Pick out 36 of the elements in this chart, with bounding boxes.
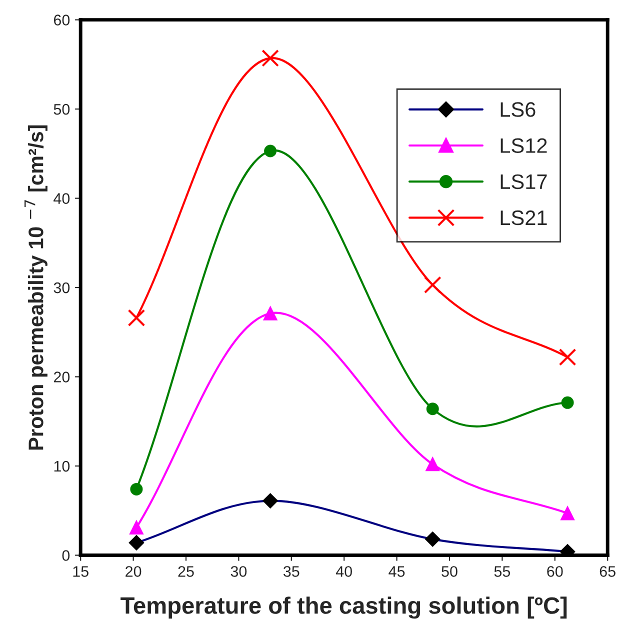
- x-tick-label: 15: [73, 566, 88, 577]
- point: [263, 306, 278, 320]
- y-tick-label: 50: [54, 104, 70, 115]
- legend-label: LS6: [500, 102, 536, 117]
- legend-label: LS21: [500, 210, 547, 226]
- y-tick-label: 40: [54, 193, 70, 204]
- x-tick-label: 40: [336, 566, 352, 577]
- y-tick-label: 10: [54, 460, 70, 472]
- y-tick-label: 30: [54, 282, 70, 294]
- x-tick-label: 65: [600, 566, 616, 577]
- point: [262, 49, 280, 67]
- point: [558, 348, 576, 366]
- x-axis-title: Temperature of the casting solution [ºC]: [120, 596, 567, 619]
- y-tick-label: 0: [62, 550, 70, 561]
- x-tick-label: 35: [283, 566, 300, 577]
- point: [130, 520, 144, 535]
- point: [130, 482, 143, 496]
- point: [426, 402, 439, 416]
- y-tick-label: 20: [54, 372, 70, 382]
- point: [424, 276, 442, 294]
- x-tick-label: 20: [126, 566, 142, 577]
- x-tick-label: 50: [442, 566, 458, 577]
- x-tick-label: 60: [547, 566, 563, 577]
- x-tick-label: 55: [494, 566, 510, 577]
- x-tick-label: 25: [178, 566, 194, 577]
- legend-label: LS12: [500, 138, 547, 154]
- point: [561, 396, 574, 409]
- point: [128, 309, 146, 327]
- point: [560, 506, 574, 520]
- y-axis-title: Proton permeability 10 $^{−7}$ [cm²/s]: [24, 125, 48, 450]
- point: [426, 457, 440, 472]
- x-tick-label: 45: [388, 566, 405, 577]
- y-tick-label: 60: [54, 14, 70, 26]
- point: [264, 144, 277, 158]
- legend-label: LS17: [500, 174, 547, 190]
- x-tick-label: 30: [230, 566, 247, 577]
